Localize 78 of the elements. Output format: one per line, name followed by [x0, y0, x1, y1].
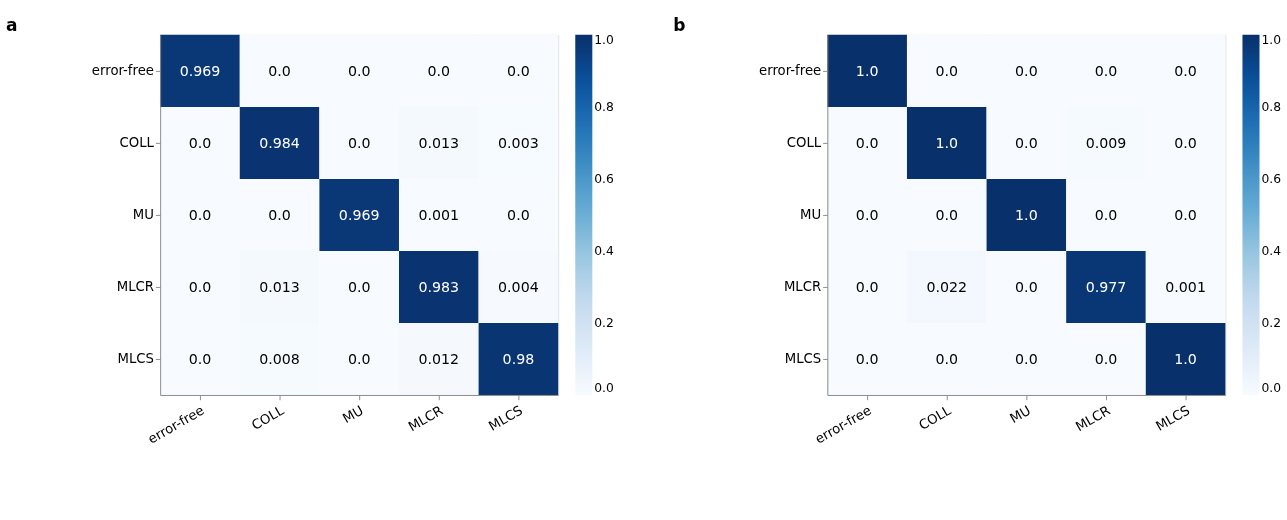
- data-label: 0.0: [507, 62, 530, 79]
- data-label: 0.0: [1174, 134, 1197, 151]
- y-tick-label: MLCS: [784, 350, 822, 366]
- data-label: 0.0: [855, 350, 879, 367]
- color-bar-label: 0.0: [594, 381, 614, 396]
- data-label: 0.0: [427, 62, 451, 79]
- data-label: 0.98: [502, 350, 535, 367]
- data-label: 0.008: [259, 350, 300, 367]
- data-label: 0.0: [935, 62, 959, 79]
- data-label: 0.969: [179, 62, 221, 79]
- data-label: 0.003: [498, 134, 539, 151]
- data-label: 0.0: [935, 350, 959, 367]
- color-bar-label: 0.6: [594, 171, 614, 186]
- color-bar-label: 0.4: [1261, 243, 1282, 258]
- data-label: 0.0: [855, 278, 879, 295]
- data-label: 0.0: [855, 134, 879, 151]
- y-tick-label: error-free: [759, 62, 822, 78]
- y-tick-label: MLCS: [117, 350, 154, 366]
- data-label: 0.0: [1094, 350, 1118, 367]
- color-bar-label: 0.2: [594, 315, 614, 330]
- y-tick-label: MLCR: [783, 278, 822, 294]
- data-label: 0.0: [1174, 206, 1197, 223]
- data-label: 0.0: [1174, 62, 1197, 79]
- data-label: 0.022: [926, 278, 968, 295]
- data-label: 0.0: [268, 62, 291, 79]
- data-label: 0.0: [1015, 350, 1038, 367]
- data-label: 0.0: [1094, 206, 1118, 223]
- data-label: 0.0: [188, 278, 212, 295]
- data-label: 0.012: [418, 350, 460, 367]
- data-label: 0.984: [259, 134, 300, 151]
- data-label: 0.0: [188, 350, 212, 367]
- data-label: 0.983: [418, 278, 460, 295]
- y-tick-label: error-free: [91, 62, 154, 78]
- data-label: 0.0: [855, 206, 879, 223]
- data-label: 1.0: [855, 62, 879, 79]
- data-label: 0.004: [498, 278, 539, 295]
- color-bar-label: 0.0: [1261, 381, 1282, 396]
- x-tick-label: MU: [340, 402, 366, 427]
- data-label: 0.0: [347, 278, 371, 295]
- data-label: 0.0: [188, 206, 212, 223]
- data-label: 1.0: [1015, 206, 1038, 223]
- color-bar-label: 1.0: [594, 33, 614, 48]
- x-tick-label: COLL: [248, 402, 287, 433]
- data-label: 0.0: [347, 134, 371, 151]
- data-label: 0.0: [347, 62, 371, 79]
- data-label: 1.0: [1174, 350, 1197, 367]
- data-label: 0.0: [268, 206, 291, 223]
- data-label: 0.969: [338, 206, 380, 223]
- data-label: 0.0: [1094, 62, 1118, 79]
- color-bar-label: 0.8: [1261, 99, 1282, 114]
- data-label: 0.0: [507, 206, 530, 223]
- y-tick-label: MU: [800, 206, 822, 222]
- data-label: 0.0: [347, 350, 371, 367]
- color-bar-label: 0.2: [1261, 315, 1282, 330]
- data-label: 0.0: [188, 134, 212, 151]
- color-bar-label: 1.0: [1261, 33, 1282, 48]
- data-label: 1.0: [935, 134, 959, 151]
- y-tick-label: MLCR: [116, 278, 154, 294]
- x-tick-label: MU: [1007, 402, 1034, 427]
- text: a: [6, 15, 18, 36]
- data-label: 0.001: [1165, 278, 1206, 295]
- x-tick-label: COLL: [916, 402, 955, 433]
- data-label: 0.013: [418, 134, 460, 151]
- y-tick-label: COLL: [786, 134, 822, 150]
- data-label: 0.013: [259, 278, 300, 295]
- data-label: 0.0: [935, 206, 959, 223]
- data-label: 0.977: [1085, 278, 1127, 295]
- data-label: 0.0: [1015, 278, 1038, 295]
- color-bar-label: 0.8: [594, 99, 614, 114]
- y-tick-label: MU: [132, 206, 154, 222]
- color-bar-label: 0.6: [1261, 171, 1282, 186]
- data-label: 0.009: [1085, 134, 1127, 151]
- data-label: 0.001: [418, 206, 460, 223]
- text: b: [673, 15, 686, 36]
- y-tick-label: COLL: [119, 134, 155, 150]
- data-label: 0.0: [1015, 62, 1038, 79]
- data-label: 0.0: [1015, 134, 1038, 151]
- color-bar-label: 0.4: [594, 243, 614, 258]
